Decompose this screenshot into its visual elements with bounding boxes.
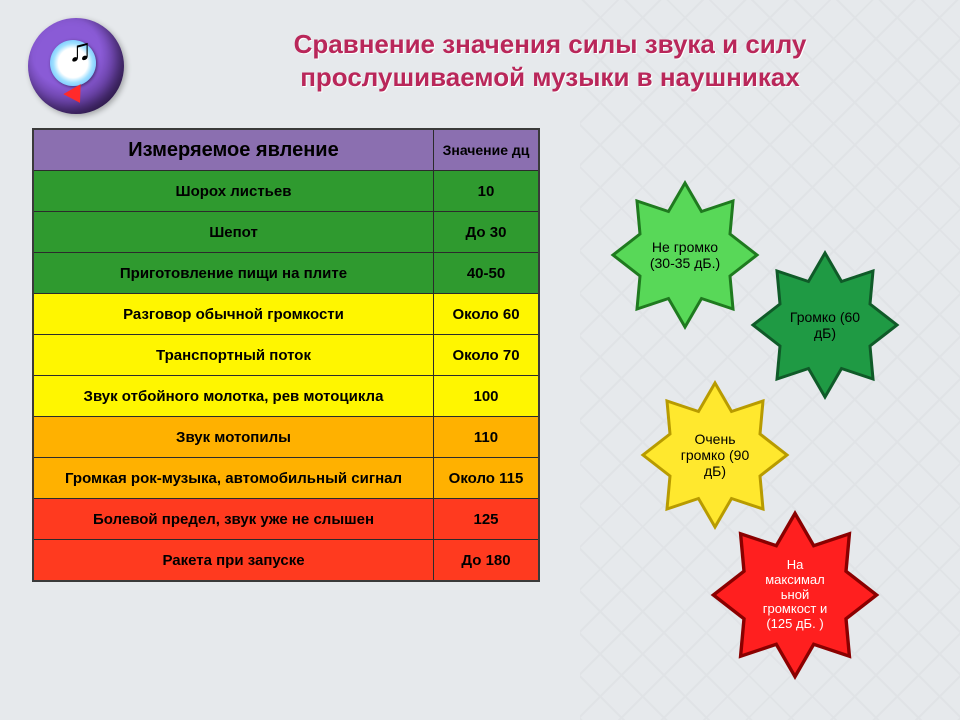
badge-loud: Громко (60 дБ): [750, 250, 900, 400]
badge-very-loud: Очень громко (90 дБ): [640, 380, 790, 530]
row-value: 125: [434, 499, 538, 539]
row-value: Около 70: [434, 335, 538, 375]
table-row: Транспортный потокОколо 70: [34, 334, 538, 375]
row-label: Звук отбойного молотка, рев мотоцикла: [34, 376, 434, 416]
badge-max: На максимал ьной громкост и (125 дБ. ): [710, 510, 880, 680]
badge-label: На максимал ьной громкост и (125 дБ. ): [756, 558, 834, 633]
row-label: Звук мотопилы: [34, 417, 434, 457]
row-label: Разговор обычной громкости: [34, 294, 434, 334]
row-value: Около 115: [434, 458, 538, 498]
row-label: Приготовление пищи на плите: [34, 253, 434, 293]
page-title: Сравнение значения силы звука и силу про…: [180, 28, 920, 93]
badge-quiet: Не громко (30-35 дБ.): [610, 180, 760, 330]
badges-group: Не громко (30-35 дБ.) Громко (60 дБ) Оче…: [580, 180, 940, 700]
table-row: Громкая рок-музыка, автомобильный сигнал…: [34, 457, 538, 498]
table-header-row: Измеряемое явление Значение дц: [34, 130, 538, 170]
music-note-icon: ♫: [68, 34, 104, 70]
row-value: До 30: [434, 212, 538, 252]
table-row: Шорох листьев10: [34, 170, 538, 211]
row-value: 10: [434, 171, 538, 211]
table-row: Приготовление пищи на плите40-50: [34, 252, 538, 293]
row-value: До 180: [434, 540, 538, 580]
row-value: 40-50: [434, 253, 538, 293]
table-row: Звук отбойного молотка, рев мотоцикла100: [34, 375, 538, 416]
row-label: Ракета при запуске: [34, 540, 434, 580]
row-label: Шорох листьев: [34, 171, 434, 211]
badge-label: Не громко (30-35 дБ.): [644, 239, 726, 271]
table-row: Болевой предел, звук уже не слышен125: [34, 498, 538, 539]
badge-label: Громко (60 дБ): [784, 309, 866, 341]
header-value: Значение дц: [434, 130, 538, 170]
badge-label: Очень громко (90 дБ): [674, 431, 756, 479]
row-value: 100: [434, 376, 538, 416]
table-row: Ракета при запускеДо 180: [34, 539, 538, 580]
row-label: Транспортный поток: [34, 335, 434, 375]
header-label: Измеряемое явление: [34, 130, 434, 170]
logo-badge: ♫: [28, 18, 124, 114]
row-label: Шепот: [34, 212, 434, 252]
row-value: Около 60: [434, 294, 538, 334]
cursor-icon: [63, 84, 88, 108]
row-value: 110: [434, 417, 538, 457]
row-label: Болевой предел, звук уже не слышен: [34, 499, 434, 539]
table-row: Звук мотопилы110: [34, 416, 538, 457]
table-row: ШепотДо 30: [34, 211, 538, 252]
row-label: Громкая рок-музыка, автомобильный сигнал: [34, 458, 434, 498]
table-row: Разговор обычной громкостиОколо 60: [34, 293, 538, 334]
sound-table: Измеряемое явление Значение дц Шорох лис…: [32, 128, 540, 582]
